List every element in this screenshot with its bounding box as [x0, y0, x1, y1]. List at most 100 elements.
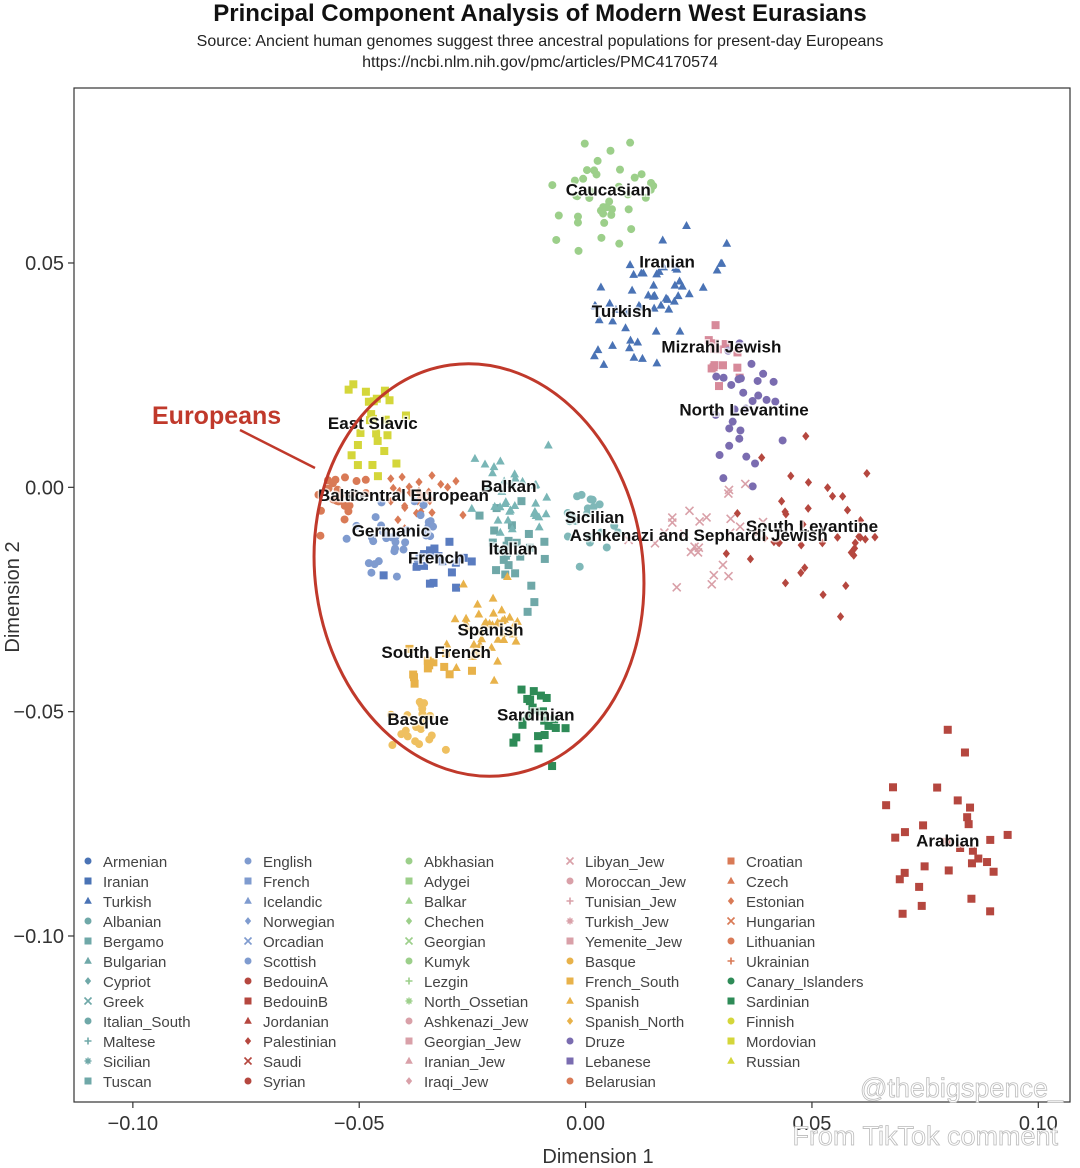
data-point — [544, 721, 553, 730]
data-point — [349, 380, 358, 389]
data-point — [986, 835, 995, 844]
data-point — [802, 431, 810, 441]
data-point — [966, 803, 975, 812]
data-point — [649, 303, 659, 312]
data-point — [427, 549, 436, 558]
legend-marker — [566, 957, 574, 965]
data-point — [428, 508, 436, 518]
data-point — [442, 649, 451, 658]
x-tick-label: 0.05 — [792, 1113, 831, 1135]
legend-label: French — [263, 874, 310, 891]
cluster-points — [711, 339, 787, 491]
cluster-label: Mizrahi Jewish — [661, 338, 781, 357]
cluster-label: Central European — [347, 486, 489, 505]
data-point — [373, 436, 382, 445]
data-point — [506, 625, 516, 634]
data-point — [725, 528, 735, 538]
data-point — [758, 517, 768, 527]
data-point — [510, 469, 520, 478]
europeans-ellipse — [312, 362, 646, 778]
data-point — [488, 538, 497, 547]
data-point — [986, 907, 995, 916]
watermark-handle: @thebigspence_ — [860, 1073, 1064, 1103]
data-point — [451, 663, 461, 672]
legend-label: Kumyk — [424, 954, 470, 971]
data-point — [550, 715, 559, 724]
data-point — [425, 579, 434, 588]
legend-label: Yemenite_Jew — [585, 934, 682, 951]
data-point — [426, 496, 434, 506]
data-point — [623, 190, 632, 199]
data-point — [787, 471, 795, 481]
cluster-label: Arabian — [916, 831, 979, 850]
legend-label: Jordanian — [263, 1014, 329, 1031]
data-point — [509, 738, 518, 747]
legend-marker — [566, 1057, 574, 1065]
data-point — [415, 740, 424, 749]
legend-item: Chechen — [405, 914, 484, 931]
data-point — [380, 447, 389, 456]
y-tick-label: −0.05 — [13, 702, 64, 724]
data-point — [416, 511, 425, 520]
legend-marker — [727, 1056, 735, 1064]
data-point — [589, 351, 599, 360]
legend-label: Spanish_North — [585, 1014, 684, 1031]
data-point — [499, 634, 509, 643]
data-point — [487, 642, 496, 651]
legend-marker — [244, 877, 252, 885]
data-point — [774, 538, 782, 547]
data-point — [345, 501, 354, 510]
legend-marker — [727, 1017, 735, 1025]
legend-item: Italian_South — [84, 1014, 191, 1031]
data-point — [387, 474, 395, 484]
legend-item: French_South — [566, 974, 679, 991]
legend-marker — [244, 957, 252, 965]
data-point — [597, 233, 606, 242]
legend-label: Syrian — [263, 1074, 306, 1091]
legend-marker — [244, 1016, 252, 1024]
data-point — [497, 486, 507, 495]
data-point — [353, 441, 362, 450]
data-point — [797, 540, 805, 550]
data-point — [329, 495, 338, 504]
legend-marker — [84, 1037, 92, 1045]
legend-item: Mordovian — [727, 1034, 816, 1051]
legend-item: Yemenite_Jew — [566, 934, 682, 951]
data-point — [799, 519, 807, 529]
data-point — [658, 235, 668, 244]
data-point — [752, 527, 760, 537]
legend-marker — [405, 917, 413, 925]
data-point — [770, 537, 778, 547]
data-point — [607, 210, 616, 219]
data-point — [707, 579, 717, 589]
data-point — [406, 488, 414, 498]
data-point — [686, 547, 696, 557]
data-point — [588, 495, 597, 504]
data-point — [915, 882, 924, 891]
data-point — [570, 176, 579, 185]
data-point — [626, 138, 635, 147]
data-point — [344, 385, 353, 394]
legend-label: Spanish — [585, 994, 639, 1011]
source-url: https://ncbi.nlm.nih.gov/pmc/articles/PM… — [362, 54, 718, 71]
data-point — [595, 500, 604, 509]
data-point — [447, 568, 456, 577]
data-point — [728, 417, 737, 426]
data-point — [726, 514, 736, 524]
data-point — [548, 181, 557, 190]
data-point — [467, 666, 476, 675]
legend-label: Moroccan_Jew — [585, 874, 686, 891]
data-point — [425, 735, 434, 744]
data-point — [488, 593, 498, 602]
data-point — [944, 866, 953, 875]
data-point — [451, 558, 460, 567]
legend-marker — [244, 917, 252, 925]
data-point — [530, 598, 539, 607]
data-point — [953, 796, 962, 805]
legend: Armenian Iranian Turkish Albanian Bergamo Bul… — [83, 854, 864, 1091]
data-point — [395, 486, 404, 496]
data-point — [459, 579, 468, 588]
data-point — [534, 744, 543, 753]
data-point — [507, 524, 517, 533]
data-point — [983, 858, 992, 867]
